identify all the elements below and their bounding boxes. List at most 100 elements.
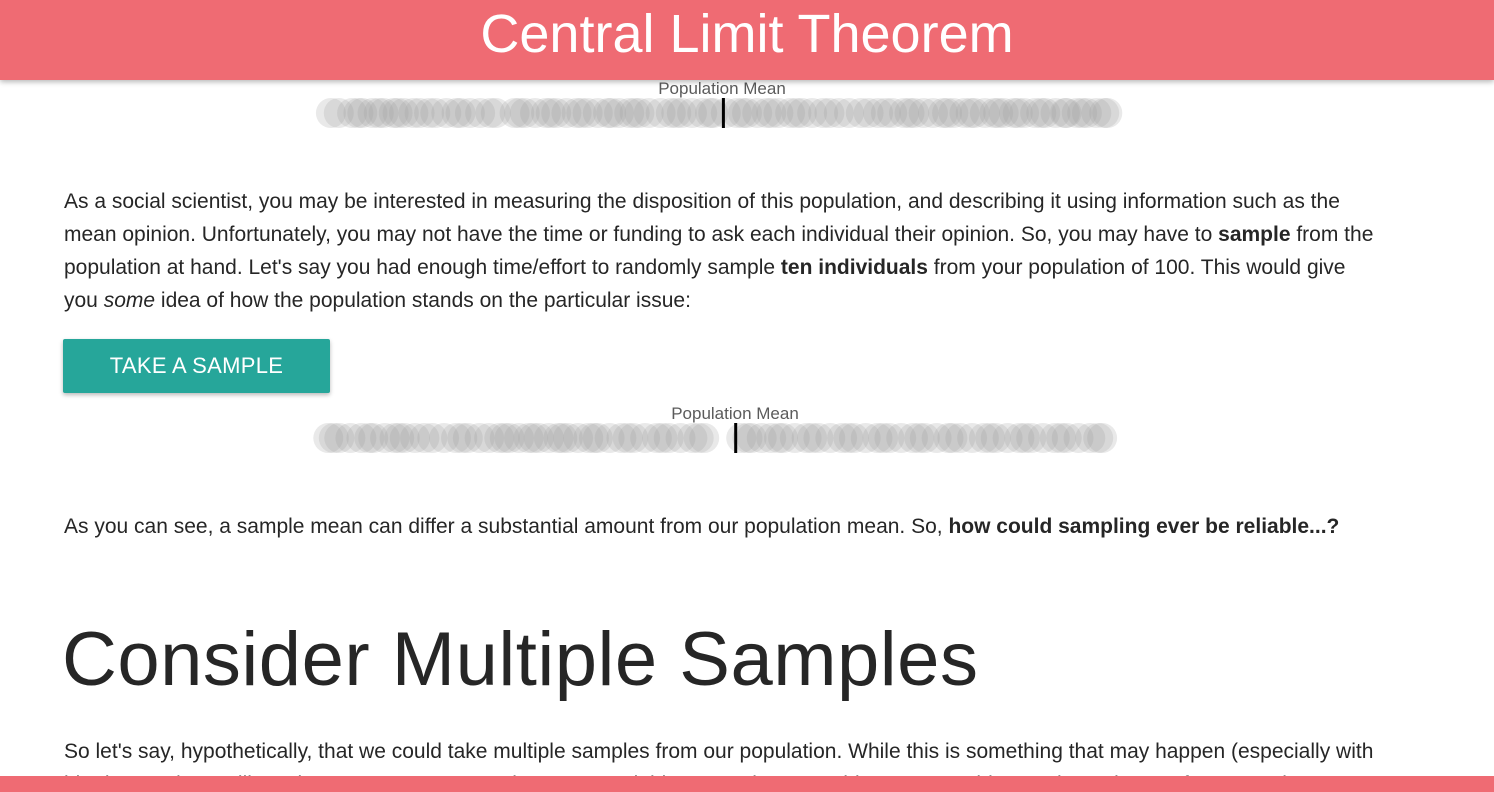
population-member-dot xyxy=(763,98,794,128)
population-mean-label: Population Mean xyxy=(658,79,786,98)
population-member-dot xyxy=(561,98,592,128)
population-member-dot xyxy=(868,423,899,453)
population-member-dot xyxy=(726,423,757,453)
population-member-dot xyxy=(980,423,1011,453)
population-member-dot xyxy=(594,423,625,453)
population-member-dot xyxy=(957,423,988,453)
population-member-dot xyxy=(988,98,1019,128)
population-member-dot xyxy=(363,98,394,128)
population-member-dot xyxy=(447,423,478,453)
population-member-dot xyxy=(1020,98,1051,128)
population-member-dot xyxy=(606,423,637,453)
population-member-dot xyxy=(959,98,990,128)
population-member-dot xyxy=(1016,423,1047,453)
population-member-dot xyxy=(955,98,986,128)
population-member-dot xyxy=(791,423,822,453)
population-member-dot xyxy=(937,423,968,453)
population-member-dot xyxy=(480,98,511,128)
population-member-dot xyxy=(596,98,627,128)
population-member-dot xyxy=(379,423,410,453)
population-member-dot xyxy=(945,423,976,453)
population-member-dot xyxy=(677,423,708,453)
population-member-dot xyxy=(797,423,828,453)
population-member-dot xyxy=(417,423,448,453)
population-member-dot xyxy=(870,98,901,128)
population-member-dot xyxy=(346,423,377,453)
population-member-dot xyxy=(541,98,572,128)
population-member-dot xyxy=(582,98,613,128)
population-member-dot xyxy=(429,423,460,453)
population-member-dot xyxy=(445,98,476,128)
population-member-dot xyxy=(823,98,854,128)
population-member-dot xyxy=(1046,423,1077,453)
population-member-dot xyxy=(1075,423,1106,453)
population-member-dot xyxy=(409,423,440,453)
population-member-dot xyxy=(998,98,1029,128)
population-member-dot xyxy=(732,423,763,453)
population-member-dot xyxy=(547,423,578,453)
population-member-dot xyxy=(337,98,368,128)
population-member-dot xyxy=(354,423,385,453)
population-member-dot xyxy=(465,98,496,128)
population-member-dot xyxy=(624,98,655,128)
population-member-dot xyxy=(475,98,506,128)
population-member-dot xyxy=(983,98,1014,128)
population-member-dot xyxy=(751,98,782,128)
population-member-dot xyxy=(764,423,794,453)
population-member-dot xyxy=(918,98,948,128)
population-member-dot xyxy=(838,423,869,453)
population-member-dot xyxy=(781,98,812,128)
population-member-dot xyxy=(814,98,845,128)
population-member-dot xyxy=(666,98,697,128)
population-member-dot xyxy=(441,98,472,128)
population-member-dot xyxy=(975,423,1006,453)
population-member-dot xyxy=(827,423,858,453)
population-member-dot xyxy=(313,423,344,453)
population-member-dot xyxy=(665,423,696,453)
bold-reliable-question: how could sampling ever be reliable...? xyxy=(948,515,1340,538)
population-member-dot xyxy=(850,423,881,453)
footer-bar xyxy=(0,776,1494,792)
population-member-dot xyxy=(898,423,928,453)
population-member-dot xyxy=(523,423,554,453)
population-member-dot xyxy=(653,423,684,453)
population-member-dot xyxy=(454,98,485,128)
population-member-dot xyxy=(746,423,777,453)
population-member-dot xyxy=(756,423,787,453)
population-member-dot xyxy=(504,98,535,128)
section-title: Consider Multiple Samples xyxy=(62,617,979,702)
take-sample-button[interactable]: TAKE A SAMPLE xyxy=(63,339,330,393)
population-member-dot xyxy=(775,98,806,128)
population-member-dot xyxy=(1087,423,1118,453)
population-member-dot xyxy=(768,423,798,453)
population-member-dot xyxy=(414,98,445,128)
population-member-dot xyxy=(1051,98,1082,128)
population-member-dot xyxy=(398,98,429,128)
bold-sample: sample xyxy=(1218,223,1291,246)
population-member-dot xyxy=(357,98,388,128)
population-member-dot xyxy=(641,423,672,453)
result-paragraph: As you can see, a sample mean can differ… xyxy=(64,515,1340,538)
population-member-dot xyxy=(604,98,634,128)
population-member-dot xyxy=(661,98,692,128)
population-member-dot xyxy=(1049,98,1080,128)
population-member-dot xyxy=(1061,98,1092,128)
population-member-dot xyxy=(904,423,935,453)
population-member-dot xyxy=(1089,98,1120,128)
population-member-dot xyxy=(899,98,930,128)
bold-ten-individuals: ten individuals xyxy=(780,256,928,279)
population-member-dot xyxy=(1083,423,1114,453)
population-member-dot xyxy=(815,423,846,453)
population-member-dot xyxy=(404,98,435,128)
population-member-dot xyxy=(347,98,378,128)
multi-samples-paragraph: So let's say, hypothetically, that we co… xyxy=(64,740,1374,776)
population-member-dot xyxy=(578,423,609,453)
population-member-dot xyxy=(573,423,604,453)
population-member-dot xyxy=(687,98,718,128)
population-member-dot xyxy=(677,98,707,128)
population-member-dot xyxy=(938,98,969,128)
population-member-dot xyxy=(614,98,645,128)
population-member-dot xyxy=(853,98,884,128)
population-member-dot xyxy=(645,98,676,128)
intro-paragraph: As a social scientist, you may be intere… xyxy=(64,190,1374,312)
